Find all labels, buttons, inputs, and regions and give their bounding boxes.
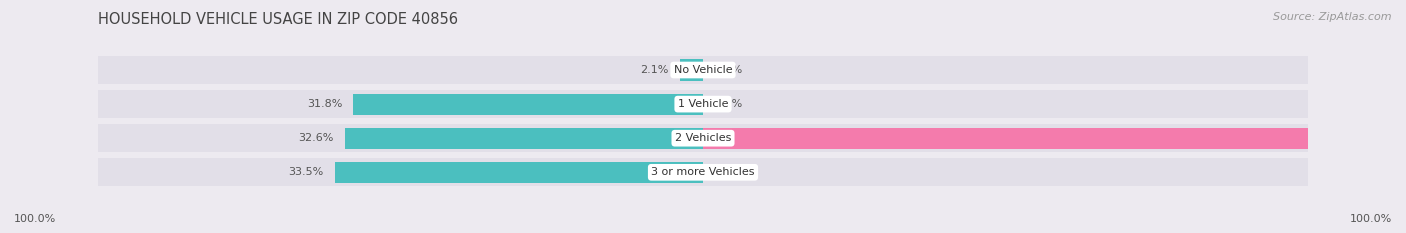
Bar	[353, 93, 703, 115]
Text: 33.5%: 33.5%	[288, 167, 323, 177]
Bar	[98, 158, 1308, 186]
Bar	[335, 162, 703, 183]
Text: 32.6%: 32.6%	[298, 133, 333, 143]
Text: 0.0%: 0.0%	[714, 99, 742, 109]
Text: 0.0%: 0.0%	[714, 167, 742, 177]
Text: 0.0%: 0.0%	[714, 65, 742, 75]
Text: 3 or more Vehicles: 3 or more Vehicles	[651, 167, 755, 177]
Bar	[703, 128, 1406, 149]
Text: 1 Vehicle: 1 Vehicle	[678, 99, 728, 109]
Text: 100.0%: 100.0%	[14, 214, 56, 224]
Bar	[98, 56, 1308, 84]
Text: 31.8%: 31.8%	[307, 99, 343, 109]
Text: 2.1%: 2.1%	[641, 65, 669, 75]
Bar	[98, 124, 1308, 152]
Bar	[98, 90, 1308, 118]
Text: 2 Vehicles: 2 Vehicles	[675, 133, 731, 143]
Text: HOUSEHOLD VEHICLE USAGE IN ZIP CODE 40856: HOUSEHOLD VEHICLE USAGE IN ZIP CODE 4085…	[98, 12, 458, 27]
Text: No Vehicle: No Vehicle	[673, 65, 733, 75]
Bar	[681, 59, 703, 81]
Text: 100.0%: 100.0%	[1350, 214, 1392, 224]
Text: Source: ZipAtlas.com: Source: ZipAtlas.com	[1274, 12, 1392, 22]
Bar	[344, 128, 703, 149]
